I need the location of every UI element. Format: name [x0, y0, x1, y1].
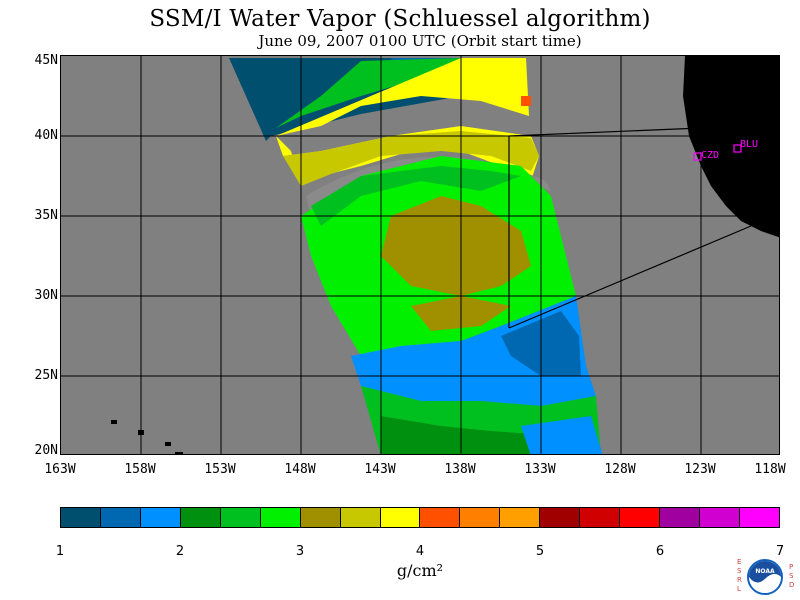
logo-letter: P	[789, 563, 793, 571]
hawaii-island	[175, 452, 183, 454]
colorbar-segment	[580, 508, 621, 527]
station-label-blu: BLU	[740, 139, 758, 150]
colorbar-segment	[140, 508, 181, 527]
lat-lon-grid	[61, 56, 779, 454]
hawaii-island	[111, 420, 117, 424]
lon-label: 133W	[524, 462, 556, 477]
station-label-czd: CZD	[701, 150, 719, 161]
colorbar-segment	[700, 508, 740, 527]
lon-label: 153W	[204, 462, 236, 477]
colorbar-segment	[340, 508, 381, 527]
logo-letter: D	[789, 581, 794, 589]
lon-label: 158W	[124, 462, 156, 477]
logo-letters-right: PSD	[789, 563, 794, 589]
colorbar-tick: 1	[55, 544, 65, 559]
colorbar-tick: 4	[415, 544, 425, 559]
colorbar-segment	[61, 508, 101, 527]
lat-label: 35N	[34, 208, 58, 223]
lat-label: 45N	[34, 53, 58, 68]
lon-label: 138W	[444, 462, 476, 477]
logo-letter: S	[789, 572, 794, 580]
lon-label: 123W	[684, 462, 716, 477]
colorbar-segment	[420, 508, 461, 527]
map-panel: CZD BLU	[60, 55, 780, 455]
colorbar-tick: 2	[175, 544, 185, 559]
colorbar-segment	[739, 508, 779, 527]
logo-letter: R	[737, 576, 742, 584]
colorbar-tick: 5	[535, 544, 545, 559]
lon-label: 128W	[604, 462, 636, 477]
chart-subtitle: June 09, 2007 0100 UTC (Orbit start time…	[258, 32, 582, 50]
colorbar-segment	[460, 508, 501, 527]
station-markers: CZD BLU	[693, 139, 758, 161]
lon-label: 148W	[284, 462, 316, 477]
colorbar-unit: g/cm²	[396, 561, 444, 580]
logo-text: NOAA	[755, 568, 775, 575]
lat-label: 25N	[34, 368, 58, 383]
lon-label: 163W	[44, 462, 76, 477]
region-outline	[508, 127, 752, 329]
station-marker-czd	[693, 152, 702, 161]
water-vapor-map: CZD BLU	[61, 56, 779, 454]
colorbar-segment	[660, 508, 700, 527]
lon-label: 143W	[364, 462, 396, 477]
station-marker-blu	[733, 144, 742, 153]
lat-label: 20N	[34, 443, 58, 458]
lat-label: 40N	[34, 128, 58, 143]
colorbar-tick: 7	[775, 544, 785, 559]
colorbar-segment	[500, 508, 541, 527]
lon-label: 118W	[754, 462, 786, 477]
colorbar-segment	[380, 508, 421, 527]
colorbar-segment	[220, 508, 261, 527]
north-america-coast	[683, 56, 779, 238]
colorbar	[60, 507, 780, 528]
colorbar-segment	[260, 508, 301, 527]
chart-title: SSM/I Water Vapor (Schluessel algorithm)	[149, 6, 651, 32]
colorbar-segment	[180, 508, 221, 527]
logo-letter: E	[737, 558, 741, 566]
colorbar-segment	[300, 508, 341, 527]
logo-letter: L	[737, 585, 741, 593]
hawaii-island	[165, 442, 171, 446]
colorbar-segment	[540, 508, 581, 527]
colorbar-segment	[100, 508, 141, 527]
satellite-swath	[229, 58, 603, 454]
colorbar-segment	[620, 508, 661, 527]
logo-letter: S	[737, 567, 742, 575]
colorbar-tick: 6	[655, 544, 665, 559]
lat-label: 30N	[34, 288, 58, 303]
colorbar-tick: 3	[295, 544, 305, 559]
